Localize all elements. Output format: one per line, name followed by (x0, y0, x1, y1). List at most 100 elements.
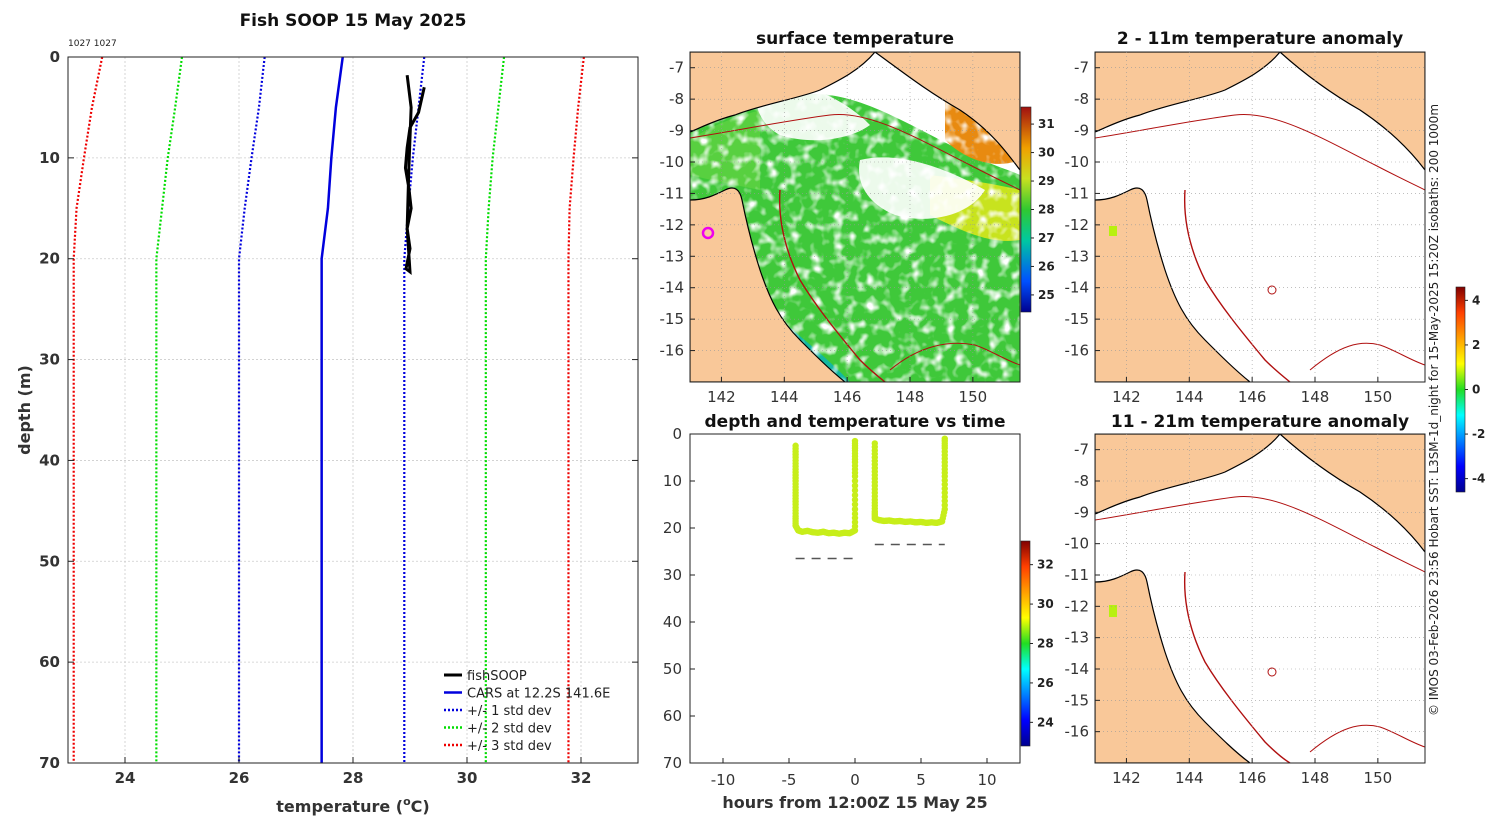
a2-anomaly-marker (1109, 605, 1117, 617)
map-ytick-label: -10 (660, 153, 685, 171)
a2-isobath-south (1309, 724, 1425, 753)
anomaly-2-11-title: 2 - 11m temperature anomaly (1117, 29, 1403, 49)
credit-text: © IMOS 03-Feb-2026 23:56 Hobart SST: L3S… (1427, 104, 1441, 716)
depth-time-ytick-label: 40 (663, 613, 682, 631)
profile-xtick-label: 26 (229, 769, 250, 787)
map-xtick-label: 146 (833, 388, 862, 406)
anomaly-2-11-land (1095, 52, 1425, 382)
sst-isobath-reef (778, 189, 886, 382)
a1-anomaly-marker (1109, 226, 1117, 236)
depth-time-ytick-label: 20 (663, 519, 682, 537)
anomaly-colorbar (1455, 286, 1466, 493)
a1-isobath-reef (1183, 189, 1291, 382)
colorbar-tick-label: 28 (1038, 203, 1055, 217)
depth-time-ticks: -10 -5 0 5 10 0 10 20 30 40 50 60 70 (663, 425, 997, 789)
colorbar-tick-label: 2 (1472, 338, 1480, 352)
anomaly-11-21-panel: 11 - 21m temperature anomaly 142 144 146 14… (1065, 412, 1426, 787)
colorbar-tick-label: 25 (1038, 288, 1055, 302)
profile-ytick-label: 30 (39, 351, 60, 369)
depth-time-point (851, 477, 859, 485)
depth-time-ytick-label: 50 (663, 660, 682, 678)
map-ytick-label: -10 (1065, 535, 1090, 553)
colorbar-tick-label: 29 (1038, 174, 1055, 188)
profile-annotation: 1027 1027 (68, 39, 117, 49)
profile-grid (68, 56, 638, 764)
profile-series (72, 57, 585, 763)
depth-time-xtick-label: 10 (977, 771, 996, 789)
profile-ytick-label: 60 (39, 653, 60, 671)
a1-land-new-guinea (1095, 52, 1425, 171)
depth-time-ytick-label: 10 (663, 472, 682, 490)
map-ytick-label: -15 (1065, 691, 1090, 709)
colorbar-tick-label: 26 (1038, 259, 1055, 273)
a2-isobath-200 (1095, 495, 1425, 573)
map-ytick-label: -14 (1065, 660, 1090, 678)
map-ytick-label: -16 (1065, 723, 1090, 741)
profile-ytick-label: 20 (39, 250, 60, 268)
map-ytick-label: -7 (669, 59, 684, 77)
depth-time-series (792, 435, 948, 560)
depth-time-point (851, 496, 859, 503)
profile-xtick-label: 30 (457, 769, 478, 787)
profile-series--1-std (237, 57, 266, 763)
legend-entry: +/- 3 std dev (467, 739, 552, 754)
map-xtick-label: 150 (1364, 388, 1393, 406)
depth-time-point (851, 510, 859, 518)
map-ytick-label: -12 (1065, 216, 1090, 234)
map-xtick-label: 142 (1112, 388, 1141, 406)
anomaly-2-11-box (1094, 51, 1426, 383)
map-ytick-label: -12 (660, 216, 685, 234)
a2-land-cape-york (1095, 569, 1252, 763)
depth-time-point (851, 487, 859, 494)
depth-time-point (851, 482, 859, 489)
profile-series--3-std (72, 57, 104, 763)
sst-colorbar (1020, 106, 1032, 313)
sst-map-title: surface temperature (756, 29, 954, 49)
map-ytick-label: -8 (1074, 472, 1089, 490)
map-ytick-label: -12 (1065, 597, 1090, 615)
profile-xtick-label: 28 (343, 769, 364, 787)
land-new-guinea (690, 52, 1020, 171)
map-xtick-label: 146 (1238, 388, 1267, 406)
anomaly-2-11-field (1095, 52, 1425, 382)
map-xtick-label: 146 (1238, 769, 1267, 787)
colorbar-tick-label: -2 (1472, 427, 1485, 441)
profile-ytick-label: 50 (39, 552, 60, 570)
map-ytick-label: -11 (1065, 566, 1090, 584)
map-ytick-label: -9 (669, 122, 684, 140)
depth-time-colorbar (1020, 540, 1031, 747)
profile-xlabel: temperature (oC) (276, 795, 429, 816)
map-ytick-label: -14 (1065, 279, 1090, 297)
a1-isobath-200 (1095, 113, 1425, 191)
map-ytick-label: -13 (1065, 629, 1090, 647)
colorbar-tick-label: -4 (1472, 472, 1485, 486)
legend-entry: +/- 2 std dev (467, 722, 552, 737)
map-xtick-label: 150 (1364, 769, 1393, 787)
depth-time-xtick-label: -10 (711, 771, 736, 789)
depth-time-point (851, 501, 859, 508)
map-ytick-label: -10 (1065, 153, 1090, 171)
profile-xtick-label: 32 (571, 769, 592, 787)
map-ytick-label: -13 (660, 247, 685, 265)
a1-isobath-south (1309, 342, 1425, 371)
map-xtick-label: 144 (1175, 388, 1204, 406)
sst-cloud-patch (859, 157, 985, 219)
depth-time-point (851, 506, 859, 513)
depth-time-xtick-label: 5 (916, 771, 926, 789)
anomaly-2-11-panel: 2 - 11m temperature anomaly 142 144 146 148… (1065, 29, 1485, 493)
sst-map-ticks: 142 144 146 148 150 -7 -8 -9 -10 -11 -12 -13 -14 -15 -… (660, 52, 1020, 406)
map-ytick-label: -8 (1074, 90, 1089, 108)
colorbar-tick-label: 31 (1038, 117, 1055, 131)
depth-time-ytick-label: 60 (663, 707, 682, 725)
depth-time-ytick-label: 0 (672, 425, 682, 443)
map-xtick-label: 144 (770, 388, 799, 406)
depth-time-ytick-label: 30 (663, 566, 682, 584)
depth-time-point (851, 491, 859, 499)
sst-colorbar-ticks: 31 30 29 28 27 26 25 (1031, 117, 1055, 302)
map-xtick-label: 148 (1301, 388, 1330, 406)
map-ytick-label: -7 (1074, 441, 1089, 459)
map-xtick-label: 148 (1301, 769, 1330, 787)
map-xtick-label: 142 (1112, 769, 1141, 787)
depth-time-xlabel: hours from 12:00Z 15 May 25 (722, 793, 987, 812)
